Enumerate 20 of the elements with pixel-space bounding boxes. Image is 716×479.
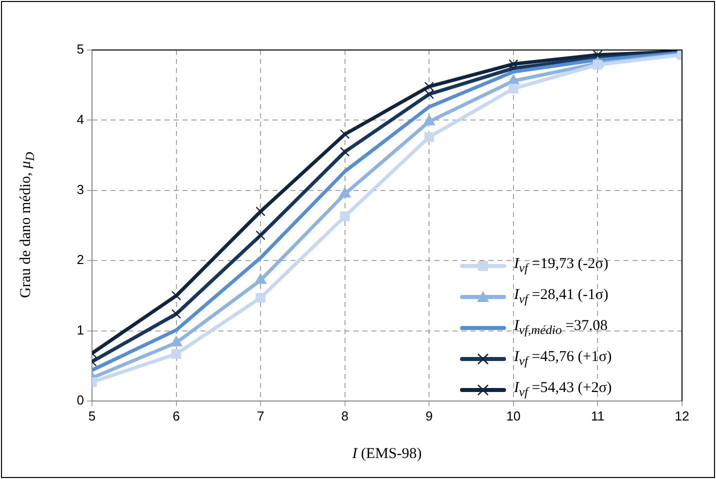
x-tick-label: 9 — [426, 408, 433, 424]
x-axis-title: I (EMS-98) — [351, 446, 423, 463]
y-tick-label: 4 — [76, 112, 84, 127]
x-tick-label: 11 — [590, 408, 604, 424]
x-tick-label: 5 — [88, 408, 96, 424]
x-tick-label: 8 — [341, 408, 348, 424]
legend-label: I$_{vf,médio}$ =37.08 — [514, 318, 608, 338]
legend-label: I$_{vf}$ =54,43 (+2σ) — [514, 380, 612, 400]
y-tick-label: 3 — [76, 182, 84, 197]
x-tick-label: 7 — [256, 408, 264, 424]
x-tick-label: 6 — [172, 408, 180, 424]
x-tick-label: 10 — [506, 408, 521, 424]
legend-label: I$_{vf}$ =45,76 (+1σ) — [514, 348, 612, 368]
y-tick-label: 2 — [76, 252, 84, 268]
y-tick-label: 0 — [76, 392, 84, 408]
legend-label: I$_{vf}$ =19,73 (-2σ) — [514, 256, 608, 276]
y-tick-label: 5 — [76, 42, 84, 57]
y-tick-label: 1 — [76, 322, 84, 338]
x-tick-label: 12 — [674, 408, 690, 424]
legend-label: I$_{vf}$ =28,41 (-1σ) — [514, 286, 608, 306]
